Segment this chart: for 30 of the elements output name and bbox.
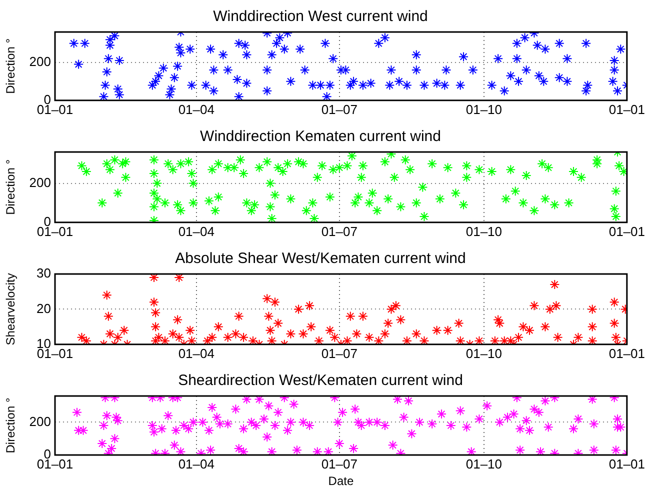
y-tick-label: 30: [36, 266, 51, 281]
y-tick-label: 200: [29, 174, 51, 190]
y-axis-title: Shearvelocity: [4, 273, 18, 346]
x-tick-label: 01–01: [608, 346, 646, 361]
x-tick-label: 01–10: [466, 346, 502, 361]
x-tick-label: 01–10: [466, 456, 502, 472]
chart-title: Sheardirection West/Kematen current wind: [178, 372, 463, 390]
x-axis-title: Date: [328, 474, 354, 488]
y-axis-title: Direction °: [4, 398, 18, 454]
chart-title: Winddirection Kematen current wind: [200, 128, 441, 146]
x-tick-label: 01–07: [321, 456, 358, 472]
x-tick-label: 01–04: [178, 456, 214, 472]
y-axis-title: Direction °: [4, 38, 18, 94]
x-tick-label: 01–10: [466, 102, 502, 117]
chart-title: Absolute Shear West/Kematen current wind: [175, 250, 466, 268]
y-axis-title: Direction °: [4, 159, 18, 215]
x-tick-label: 01–07: [321, 346, 358, 361]
x-tick-label: 01–07: [321, 102, 358, 117]
x-tick-label: 01–04: [178, 346, 214, 361]
x-tick-label: 01–04: [178, 224, 214, 239]
y-tick-label: 200: [29, 414, 51, 429]
x-tick-label: 01–01: [608, 102, 646, 117]
y-tick-label: 20: [36, 300, 51, 316]
x-tick-label: 01–10: [466, 224, 502, 239]
x-tick-label: 01–01: [608, 224, 646, 239]
x-tick-label: 01–04: [178, 102, 214, 117]
x-tick-label: 01–07: [321, 224, 358, 239]
x-tick-label: 01–01: [608, 456, 646, 472]
y-tick-label: 200: [29, 54, 51, 69]
chart-title: Winddirection West current wind: [213, 8, 428, 26]
